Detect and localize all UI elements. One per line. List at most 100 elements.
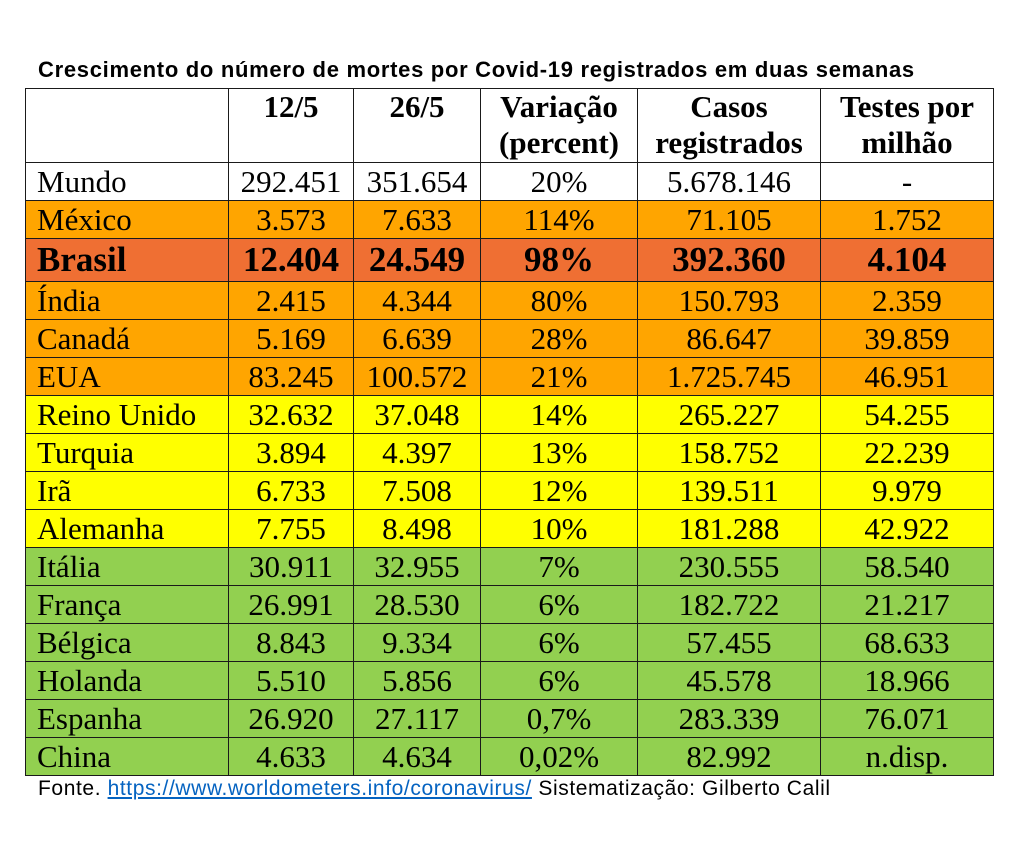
country-cell: Índia — [25, 281, 229, 320]
value-cell: 100.572 — [353, 357, 481, 396]
value-cell: 14% — [480, 395, 638, 434]
value-cell: 7.755 — [228, 509, 354, 548]
header-cell-date-12-5: 12/5 — [228, 88, 354, 163]
value-cell: 2.359 — [820, 281, 994, 320]
value-cell: 9.334 — [353, 623, 481, 662]
value-cell: 351.654 — [353, 162, 481, 201]
value-cell: 54.255 — [820, 395, 994, 434]
footer-credit: Sistematização: Gilberto Calil — [538, 777, 831, 800]
table-row: Brasil 12.404 24.549 98% 392.360 4.104 — [25, 238, 994, 282]
value-cell: 30.911 — [228, 547, 354, 586]
header-cell-cases: Casos registrados — [637, 88, 821, 163]
country-cell: Brasil — [25, 238, 229, 282]
value-cell: 265.227 — [637, 395, 821, 434]
value-cell: 4.397 — [353, 433, 481, 472]
value-cell: 8.843 — [228, 623, 354, 662]
footer-source-label: Fonte. — [38, 777, 102, 800]
value-cell: 12% — [480, 471, 638, 510]
header-cell-date-26-5: 26/5 — [353, 88, 481, 163]
table-row: México 3.573 7.633 114% 71.105 1.752 — [25, 200, 994, 239]
value-cell: 76.071 — [820, 699, 994, 738]
value-cell: 80% — [480, 281, 638, 320]
value-cell: 26.920 — [228, 699, 354, 738]
table-row: Bélgica 8.843 9.334 6% 57.455 68.633 — [25, 623, 994, 662]
value-cell: 24.549 — [353, 238, 481, 282]
country-cell: Alemanha — [25, 509, 229, 548]
value-cell: 150.793 — [637, 281, 821, 320]
country-cell: Turquia — [25, 433, 229, 472]
value-cell: 4.344 — [353, 281, 481, 320]
value-cell: 39.859 — [820, 319, 994, 358]
country-cell: EUA — [25, 357, 229, 396]
value-cell: 12.404 — [228, 238, 354, 282]
table-body: Mundo 292.451 351.654 20% 5.678.146- México 3.… — [25, 162, 994, 776]
table-row: Irã 6.733 7.508 12% 139.511 9.979 — [25, 471, 994, 510]
value-cell: 21% — [480, 357, 638, 396]
value-cell: 292.451 — [228, 162, 354, 201]
value-cell: 1.752 — [820, 200, 994, 239]
value-cell: 158.752 — [637, 433, 821, 472]
value-cell: 8.498 — [353, 509, 481, 548]
value-cell: 4.634 — [353, 737, 481, 776]
country-cell: Bélgica — [25, 623, 229, 662]
value-cell: 22.239 — [820, 433, 994, 472]
table-row: Turquia 3.894 4.397 13% 158.752 22.239 — [25, 433, 994, 472]
value-cell: 114% — [480, 200, 638, 239]
country-cell: Irã — [25, 471, 229, 510]
value-cell: 7.508 — [353, 471, 481, 510]
value-cell: 0,02% — [480, 737, 638, 776]
country-cell: Mundo — [25, 162, 229, 201]
value-cell: 37.048 — [353, 395, 481, 434]
value-cell: 98% — [480, 238, 638, 282]
value-cell: 0,7% — [480, 699, 638, 738]
table-header: 12/5 26/5 Variação (percent) Casos registra… — [25, 88, 994, 163]
value-cell: 7.633 — [353, 200, 481, 239]
country-cell: Espanha — [25, 699, 229, 738]
table-row: Índia 2.415 4.344 80% 150.793 2.359 — [25, 281, 994, 320]
value-cell: 42.922 — [820, 509, 994, 548]
value-cell: 283.339 — [637, 699, 821, 738]
value-cell: 28.530 — [353, 585, 481, 624]
value-cell: n.disp. — [820, 737, 994, 776]
value-cell: 13% — [480, 433, 638, 472]
value-cell: 46.951 — [820, 357, 994, 396]
value-cell: 3.573 — [228, 200, 354, 239]
value-cell: 7% — [480, 547, 638, 586]
country-cell: Canadá — [25, 319, 229, 358]
value-cell: - — [820, 162, 994, 201]
table-row: EUA 83.245 100.572 21% 1.725.745 46.951 — [25, 357, 994, 396]
value-cell: 45.578 — [637, 661, 821, 700]
value-cell: 28% — [480, 319, 638, 358]
footer: Fonte. https://www.worldometers.info/cor… — [38, 777, 831, 801]
value-cell: 6% — [480, 585, 638, 624]
value-cell: 230.555 — [637, 547, 821, 586]
table-row: Espanha 26.920 27.117 0,7% 283.339 76.071 — [25, 699, 994, 738]
value-cell: 5.510 — [228, 661, 354, 700]
value-cell: 18.966 — [820, 661, 994, 700]
source-link[interactable]: https://www.worldometers.info/coronaviru… — [107, 777, 532, 800]
table-row: Reino Unido 32.632 37.048 14% 265.227 54.255 — [25, 395, 994, 434]
table-row: China 4.633 4.634 0,02% 82.992 n.disp. — [25, 737, 994, 776]
country-cell: Itália — [25, 547, 229, 586]
value-cell: 68.633 — [820, 623, 994, 662]
value-cell: 181.288 — [637, 509, 821, 548]
value-cell: 1.725.745 — [637, 357, 821, 396]
header-cell-tests-per-million: Testes por milhão — [820, 88, 994, 163]
table-row: Itália 30.911 32.955 7% 230.555 58.540 — [25, 547, 994, 586]
value-cell: 26.991 — [228, 585, 354, 624]
value-cell: 83.245 — [228, 357, 354, 396]
table-row: França 26.991 28.530 6% 182.722 21.217 — [25, 585, 994, 624]
country-cell: México — [25, 200, 229, 239]
header-cell-corner — [25, 88, 229, 163]
value-cell: 57.455 — [637, 623, 821, 662]
data-table: 12/5 26/5 Variação (percent) Casos registra… — [25, 88, 994, 776]
value-cell: 6.639 — [353, 319, 481, 358]
value-cell: 6% — [480, 661, 638, 700]
value-cell: 2.415 — [228, 281, 354, 320]
value-cell: 6.733 — [228, 471, 354, 510]
value-cell: 3.894 — [228, 433, 354, 472]
value-cell: 32.632 — [228, 395, 354, 434]
table-row: Holanda 5.510 5.856 6% 45.578 18.966 — [25, 661, 994, 700]
country-cell: Holanda — [25, 661, 229, 700]
table-row: Canadá 5.169 6.639 28% 86.647 39.859 — [25, 319, 994, 358]
